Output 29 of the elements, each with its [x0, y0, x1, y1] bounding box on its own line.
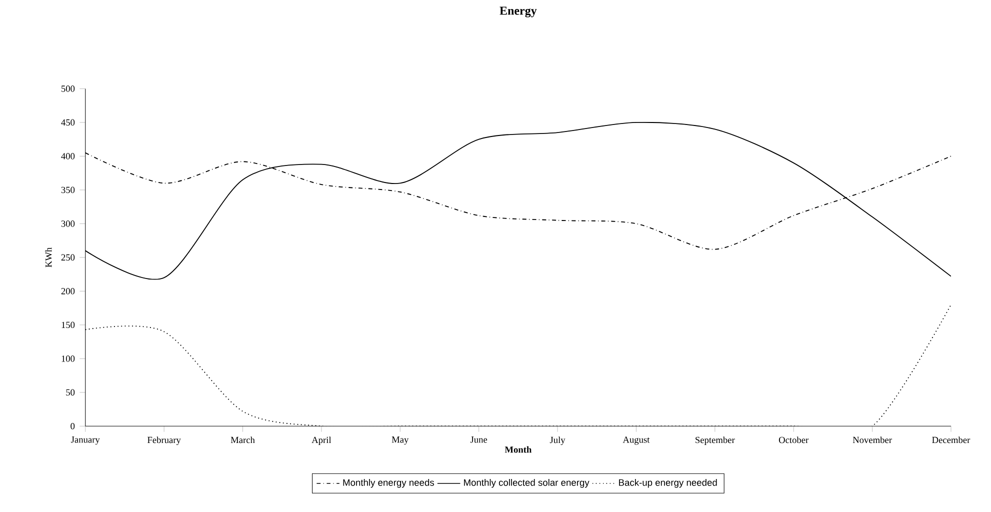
y-tick-label: 350 [61, 186, 75, 193]
y-tick-label: 300 [61, 220, 75, 227]
x-tick-label: January [71, 436, 100, 445]
y-tick-label: 400 [61, 152, 75, 160]
chart-title: Energy [500, 6, 537, 18]
x-tick-label: November [852, 436, 892, 444]
y-tick-label: 150 [62, 322, 75, 328]
y-axis-title: KWh [45, 247, 52, 268]
y-tick-label: 250 [61, 254, 75, 260]
x-tick-label: July [550, 436, 566, 445]
x-tick-label: May [392, 436, 409, 445]
x-tick-label: August [622, 436, 650, 445]
x-axis-title: Month [504, 446, 532, 453]
legend-label: Back-up energy needed [619, 478, 717, 488]
y-tick-label: 450 [61, 119, 75, 126]
x-tick-label: September [696, 436, 735, 445]
x-tick-label: December [932, 436, 970, 444]
x-tick-label: June [470, 436, 488, 443]
x-tick-label: March [230, 436, 255, 444]
legend-label: Monthly collected solar energy [464, 478, 590, 488]
x-tick-label: October [778, 436, 809, 444]
y-tick-label: 0 [70, 422, 75, 430]
y-tick-label: 200 [61, 288, 75, 294]
x-tick-label: February [147, 436, 181, 445]
x-tick-label: April [312, 436, 332, 445]
legend-label: Monthly energy needs [343, 478, 434, 488]
y-tick-label: 500 [62, 85, 75, 92]
y-tick-label: 50 [66, 389, 75, 396]
y-tick-label: 100 [62, 355, 75, 362]
